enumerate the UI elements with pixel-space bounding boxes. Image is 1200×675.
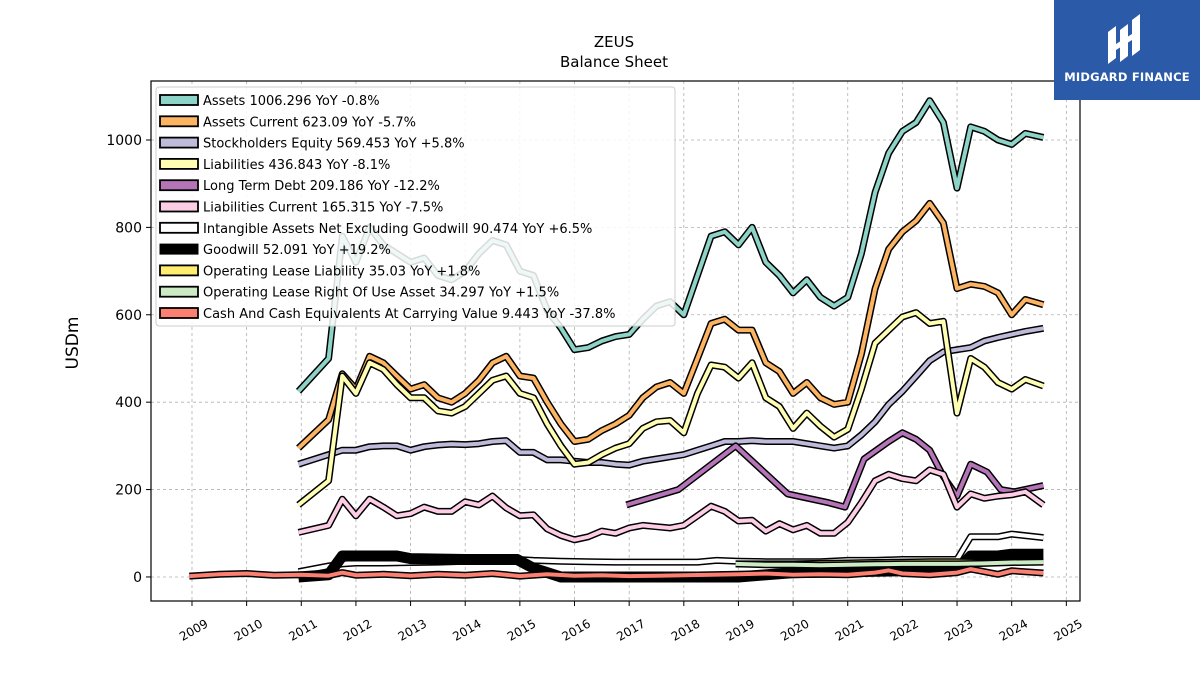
legend-swatch <box>159 136 199 149</box>
series-2 <box>296 199 1045 451</box>
legend-entry: Long Term Debt 209.186 YoY -12.2% <box>203 179 440 194</box>
series-line <box>735 560 1044 568</box>
midgard-finance-logo: MIDGARD FINANCE <box>1054 0 1200 100</box>
legend-swatch <box>159 179 199 192</box>
series-4 <box>296 309 1045 508</box>
series-11 <box>189 565 1044 580</box>
series-line <box>189 567 1044 579</box>
legend-entry: Stockholders Equity 569.453 YoY +5.8% <box>203 137 465 152</box>
y-tick-label: 600 <box>115 308 142 324</box>
y-tick-label: 0 <box>133 570 142 586</box>
series-line <box>297 201 1044 450</box>
legend-swatch <box>159 221 199 234</box>
logo-mark-icon <box>1108 14 1140 64</box>
logo-text: MIDGARD FINANCE <box>1064 70 1190 84</box>
chart-title: ZEUS <box>594 33 634 51</box>
legend-entry: Intangible Assets Net Excluding Goodwill… <box>203 222 592 237</box>
legend-swatch <box>159 264 199 277</box>
series-6 <box>297 466 1046 544</box>
y-tick-label: 200 <box>115 483 142 499</box>
series-line <box>298 467 1045 542</box>
y-tick-label: 400 <box>115 395 142 411</box>
y-axis-label: USDm <box>63 317 83 370</box>
legend-swatch <box>159 94 199 106</box>
series-10 <box>735 558 1044 569</box>
legend-entry: Assets 1006.296 YoY -0.8% <box>203 94 380 109</box>
legend-swatch <box>159 285 199 298</box>
legend-entry: Liabilities 436.843 YoY -8.1% <box>203 158 390 173</box>
series-3 <box>297 324 1044 469</box>
legend-swatch <box>159 307 199 319</box>
legend-swatch <box>159 200 199 213</box>
legend-entry: Operating Lease Right Of Use Asset 34.29… <box>203 286 559 301</box>
legend-swatch <box>159 243 199 255</box>
legend-entry: Liabilities Current 165.315 YoY -7.5% <box>203 201 443 216</box>
series-5 <box>625 429 1045 511</box>
series-line <box>297 310 1045 507</box>
legend-entry: Goodwill 52.091 YoY +19.2% <box>203 243 391 258</box>
legend: Assets 1006.296 YoY -0.8% Assets Current … <box>155 86 676 327</box>
series-line <box>625 430 1044 510</box>
legend-swatch <box>159 157 199 170</box>
y-tick-label: 1000 <box>106 133 142 149</box>
chart-subtitle: Balance Sheet <box>560 53 668 71</box>
plot-frame <box>150 80 1081 602</box>
legend-entry: Assets Current 623.09 YoY -5.7% <box>203 115 416 130</box>
legend-swatch <box>159 115 199 128</box>
legend-entry: Operating Lease Liability 35.03 YoY +1.8… <box>203 264 480 279</box>
legend-frame <box>155 86 676 327</box>
series-line <box>297 326 1044 468</box>
legend-entry: Cash And Cash Equivalents At Carrying Va… <box>203 307 615 322</box>
y-tick-label: 800 <box>115 220 142 236</box>
